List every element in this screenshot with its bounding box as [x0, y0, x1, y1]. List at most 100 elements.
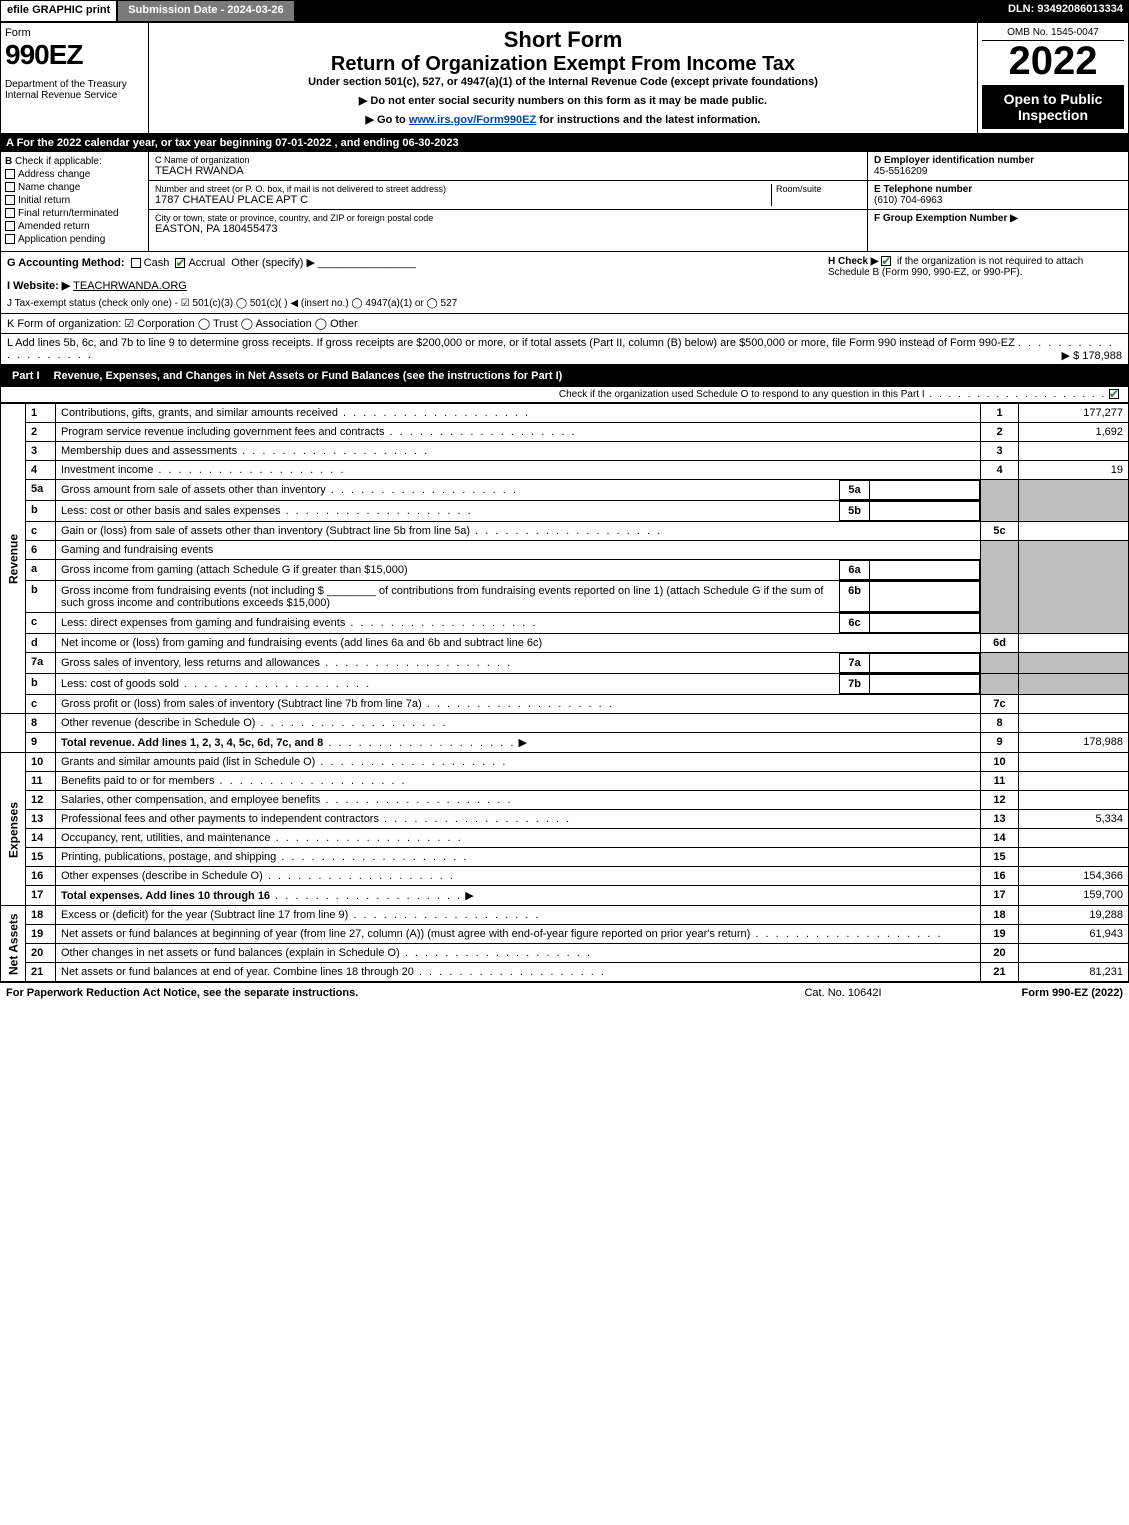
cat-no: Cat. No. 10642I [743, 987, 943, 999]
row-k: K Form of organization: ☑ Corporation ◯ … [0, 314, 1129, 334]
line-9-amt: 178,988 [1019, 733, 1129, 753]
line-14-text: Occupancy, rent, utilities, and maintena… [56, 829, 981, 848]
dept-1: Department of the Treasury [5, 79, 144, 90]
room-suite-label: Room/suite [776, 184, 861, 194]
website-value[interactable]: TEACHRWANDA.ORG [73, 280, 187, 292]
chk-initial-return[interactable]: Initial return [5, 195, 144, 206]
line-7c-text: Gross profit or (loss) from sales of inv… [56, 695, 981, 714]
line-3-text: Membership dues and assessments [56, 442, 981, 461]
row-h: H Check ▶ if the organization is not req… [822, 256, 1122, 309]
line-6d-amt [1019, 634, 1129, 653]
section-a: A For the 2022 calendar year, or tax yea… [0, 134, 1129, 152]
line-13-text: Professional fees and other payments to … [56, 810, 981, 829]
line-17-amt: 159,700 [1019, 886, 1129, 906]
line-10-text: Grants and similar amounts paid (list in… [56, 753, 981, 772]
line-5b-text: Less: cost or other basis and sales expe… [56, 501, 981, 522]
c-city-label: City or town, state or province, country… [155, 213, 861, 223]
line-13-amt: 5,334 [1019, 810, 1129, 829]
line-14-amt [1019, 829, 1129, 848]
line-5c-text: Gain or (loss) from sale of assets other… [56, 522, 981, 541]
e-phone-value: (610) 704-6963 [874, 195, 1122, 206]
line-11-amt [1019, 772, 1129, 791]
g-label: G Accounting Method: [7, 257, 125, 269]
line-16-amt: 154,366 [1019, 867, 1129, 886]
line-15-amt [1019, 848, 1129, 867]
org-address: 1787 CHATEAU PLACE APT C [155, 194, 771, 206]
open-to-public: Open to Public Inspection [982, 85, 1124, 129]
chk-name-change[interactable]: Name change [5, 182, 144, 193]
chk-application-pending[interactable]: Application pending [5, 234, 144, 245]
line-9-text: Total revenue. Add lines 1, 2, 3, 4, 5c,… [56, 733, 981, 753]
dln-label: DLN: 93492086013334 [1002, 0, 1129, 22]
bullet-2: ▶ Go to www.irs.gov/Form990EZ for instru… [157, 113, 969, 126]
b-check-label: Check if applicable: [15, 156, 102, 167]
bullet-1: ▶ Do not enter social security numbers o… [157, 94, 969, 107]
line-18-text: Excess or (deficit) for the year (Subtra… [56, 906, 981, 925]
line-8-text: Other revenue (describe in Schedule O) [56, 714, 981, 733]
row-gh: G Accounting Method: Cash Accrual Other … [0, 252, 1129, 314]
vlabel-revenue: Revenue [1, 404, 26, 714]
page-footer: For Paperwork Reduction Act Notice, see … [0, 982, 1129, 1003]
chk-accrual[interactable] [175, 258, 185, 268]
vlabel-expenses: Expenses [1, 753, 26, 906]
part1-header: Part I Revenue, Expenses, and Changes in… [0, 365, 1129, 387]
col-def: D Employer identification number 45-5516… [868, 152, 1128, 251]
line-7a-text: Gross sales of inventory, less returns a… [56, 653, 981, 674]
line-19-amt: 61,943 [1019, 925, 1129, 944]
header-left: Form 990EZ Department of the Treasury In… [1, 23, 149, 133]
tax-year: 2022 [982, 41, 1124, 81]
row-j: J Tax-exempt status (check only one) - ☑… [7, 298, 822, 309]
chk-part1-schedule-o[interactable] [1109, 389, 1119, 399]
line-1-text: Contributions, gifts, grants, and simila… [56, 404, 981, 423]
org-city: EASTON, PA 180455473 [155, 223, 861, 235]
efile-label[interactable]: efile GRAPHIC print [0, 0, 117, 22]
irs-link[interactable]: www.irs.gov/Form990EZ [409, 114, 536, 126]
chk-address-change[interactable]: Address change [5, 169, 144, 180]
line-6-text: Gaming and fundraising events [56, 541, 981, 560]
line-10-amt [1019, 753, 1129, 772]
line-8-amt [1019, 714, 1129, 733]
e-phone-label: E Telephone number [874, 184, 1122, 195]
line-12-text: Salaries, other compensation, and employ… [56, 791, 981, 810]
part1-sub: Check if the organization used Schedule … [0, 387, 1129, 403]
i-website-label: I Website: ▶ [7, 280, 70, 292]
header-center: Short Form Return of Organization Exempt… [149, 23, 978, 133]
top-bar: efile GRAPHIC print Submission Date - 20… [0, 0, 1129, 22]
b-header: B [5, 156, 12, 167]
line-1-amt: 177,277 [1019, 404, 1129, 423]
return-title: Return of Organization Exempt From Incom… [157, 53, 969, 76]
line-17-text: Total expenses. Add lines 10 through 16 … [56, 886, 981, 906]
line-19-text: Net assets or fund balances at beginning… [56, 925, 981, 944]
d-ein-label: D Employer identification number [874, 155, 1122, 166]
form-ref: Form 990-EZ (2022) [943, 987, 1123, 999]
line-5c-amt [1019, 522, 1129, 541]
line-21-amt: 81,231 [1019, 963, 1129, 982]
line-11-text: Benefits paid to or for members [56, 772, 981, 791]
chk-amended-return[interactable]: Amended return [5, 221, 144, 232]
chk-cash[interactable] [131, 258, 141, 268]
under-section: Under section 501(c), 527, or 4947(a)(1)… [157, 76, 969, 88]
chk-final-return[interactable]: Final return/terminated [5, 208, 144, 219]
line-6d-text: Net income or (loss) from gaming and fun… [56, 634, 981, 653]
line-6a-text: Gross income from gaming (attach Schedul… [56, 560, 981, 581]
line-2-amt: 1,692 [1019, 423, 1129, 442]
l-amount: ▶ $ 178,988 [1062, 349, 1122, 362]
line-7b-text: Less: cost of goods sold7b [56, 674, 981, 695]
chk-h[interactable] [881, 256, 891, 266]
submission-date: Submission Date - 2024-03-26 [117, 0, 294, 22]
line-5a-text: Gross amount from sale of assets other t… [56, 480, 981, 501]
line-16-text: Other expenses (describe in Schedule O) [56, 867, 981, 886]
vlabel-netassets: Net Assets [1, 906, 26, 982]
form-label: Form [5, 27, 144, 39]
block-bcdef: B Check if applicable: Address change Na… [0, 152, 1129, 252]
line-4-text: Investment income [56, 461, 981, 480]
line-18-amt: 19,288 [1019, 906, 1129, 925]
short-form-title: Short Form [157, 27, 969, 53]
part1-label: Part I [6, 368, 46, 384]
line-6b-text: Gross income from fundraising events (no… [56, 581, 981, 613]
dept-2: Internal Revenue Service [5, 90, 144, 101]
c-name-label: C Name of organization [155, 155, 861, 165]
line-20-amt [1019, 944, 1129, 963]
header-right: OMB No. 1545-0047 2022 Open to Public In… [978, 23, 1128, 133]
line-7c-amt [1019, 695, 1129, 714]
